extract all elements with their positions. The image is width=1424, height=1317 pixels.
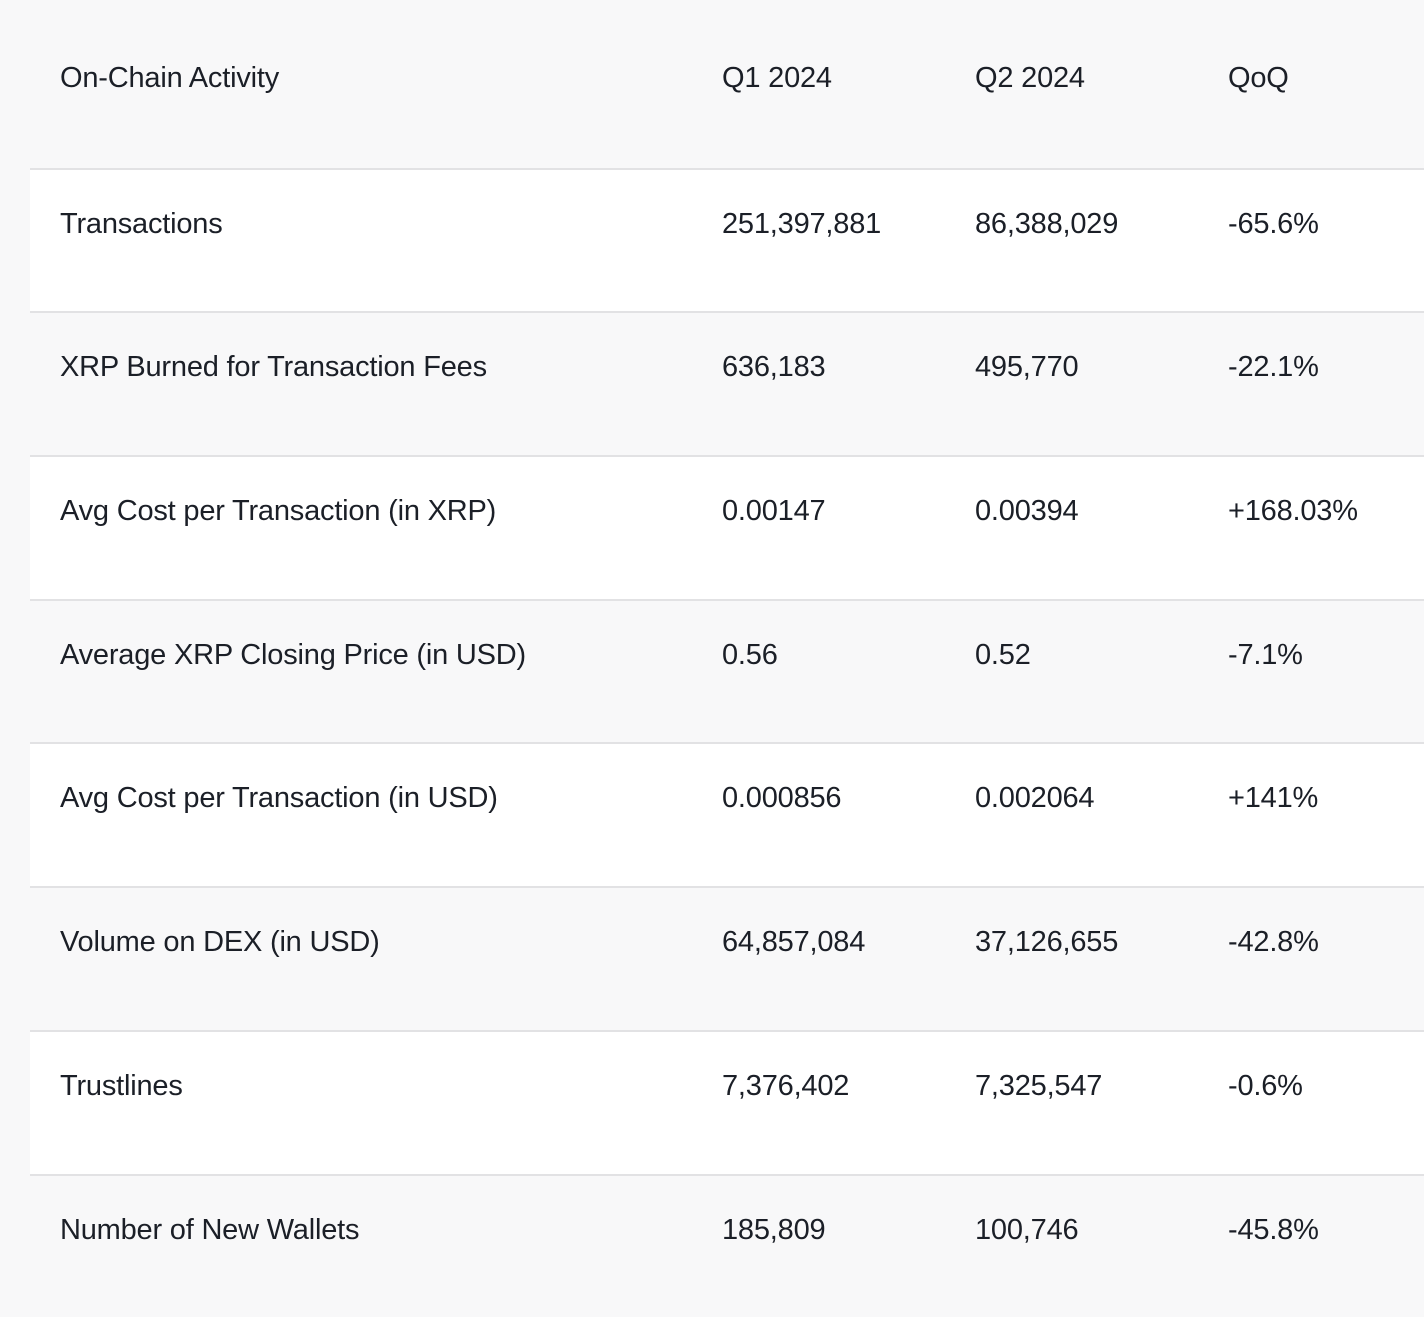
q2-value: 7,325,547	[975, 1071, 1228, 1174]
metric-label: Avg Cost per Transaction (in XRP)	[30, 496, 722, 599]
q1-value: 0.000856	[722, 783, 975, 886]
q2-value: 100,746	[975, 1215, 1228, 1317]
table-row-new-wallets: Number of New Wallets 185,809 100,746 -4…	[30, 1174, 1424, 1317]
metric-label: Number of New Wallets	[30, 1215, 722, 1317]
q2-value: 0.00394	[975, 496, 1228, 599]
metric-label: Average XRP Closing Price (in USD)	[30, 640, 722, 743]
q1-value: 185,809	[722, 1215, 975, 1317]
header-q1-2024: Q1 2024	[722, 63, 975, 168]
q1-value: 251,397,881	[722, 209, 975, 312]
table-header-row: On-Chain Activity Q1 2024 Q2 2024 QoQ	[30, 24, 1424, 168]
header-qoq: QoQ	[1228, 63, 1424, 168]
q1-value: 64,857,084	[722, 927, 975, 1030]
on-chain-activity-table: On-Chain Activity Q1 2024 Q2 2024 QoQ Tr…	[30, 24, 1424, 1317]
q1-value: 7,376,402	[722, 1071, 975, 1174]
table-row-trustlines: Trustlines 7,376,402 7,325,547 -0.6%	[30, 1030, 1424, 1174]
q2-value: 37,126,655	[975, 927, 1228, 1030]
q2-value: 86,388,029	[975, 209, 1228, 312]
header-q2-2024: Q2 2024	[975, 63, 1228, 168]
table-row-transactions: Transactions 251,397,881 86,388,029 -65.…	[30, 168, 1424, 312]
qoq-value: -65.6%	[1228, 209, 1424, 312]
table-row-avg-cost-usd: Avg Cost per Transaction (in USD) 0.0008…	[30, 742, 1424, 886]
qoq-value: -45.8%	[1228, 1215, 1424, 1317]
table-row-avg-cost-xrp: Avg Cost per Transaction (in XRP) 0.0014…	[30, 455, 1424, 599]
q2-value: 495,770	[975, 352, 1228, 455]
q1-value: 636,183	[722, 352, 975, 455]
q1-value: 0.00147	[722, 496, 975, 599]
metric-label: XRP Burned for Transaction Fees	[30, 352, 722, 455]
table-row-avg-closing-price: Average XRP Closing Price (in USD) 0.56 …	[30, 599, 1424, 743]
q2-value: 0.002064	[975, 783, 1228, 886]
q2-value: 0.52	[975, 640, 1228, 743]
metric-label: Transactions	[30, 209, 722, 312]
metric-label: Trustlines	[30, 1071, 722, 1174]
metric-label: Volume on DEX (in USD)	[30, 927, 722, 1030]
qoq-value: -7.1%	[1228, 640, 1424, 743]
qoq-value: +168.03%	[1228, 496, 1424, 599]
table-row-xrp-burned: XRP Burned for Transaction Fees 636,183 …	[30, 311, 1424, 455]
header-metric-label: On-Chain Activity	[30, 63, 722, 168]
qoq-value: -22.1%	[1228, 352, 1424, 455]
qoq-value: -42.8%	[1228, 927, 1424, 1030]
metric-label: Avg Cost per Transaction (in USD)	[30, 783, 722, 886]
qoq-value: -0.6%	[1228, 1071, 1424, 1174]
table-row-volume-dex: Volume on DEX (in USD) 64,857,084 37,126…	[30, 886, 1424, 1030]
q1-value: 0.56	[722, 640, 975, 743]
qoq-value: +141%	[1228, 783, 1424, 886]
